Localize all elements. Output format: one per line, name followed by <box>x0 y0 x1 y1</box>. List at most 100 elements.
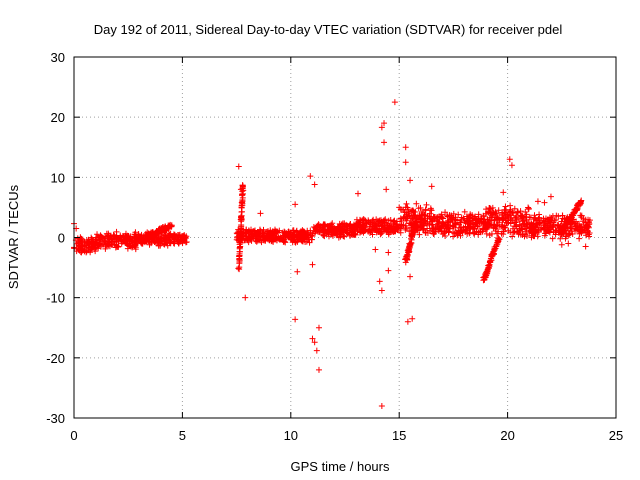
data-point <box>117 234 124 241</box>
data-point <box>493 222 500 229</box>
data-point <box>576 230 583 237</box>
data-point <box>164 242 171 249</box>
data-point <box>463 226 470 233</box>
data-point <box>132 242 139 249</box>
data-point <box>347 232 354 239</box>
data-point <box>454 230 461 237</box>
data-point <box>121 233 128 240</box>
data-point <box>542 230 549 237</box>
data-point <box>393 220 400 227</box>
data-point <box>81 247 88 254</box>
data-point <box>235 265 242 272</box>
data-point <box>483 224 490 231</box>
data-point <box>323 228 330 235</box>
data-point <box>550 221 557 228</box>
x-axis-label: GPS time / hours <box>291 459 390 474</box>
data-point <box>582 219 589 226</box>
data-point <box>87 249 94 256</box>
data-point <box>495 228 502 235</box>
data-point <box>312 225 319 232</box>
data-point <box>336 225 343 232</box>
data-point <box>519 213 526 220</box>
outlier-point <box>407 177 414 184</box>
data-point <box>577 198 584 205</box>
data-point <box>413 215 420 222</box>
data-point <box>286 231 293 238</box>
data-point <box>439 215 446 222</box>
outlier-point <box>565 240 572 247</box>
data-point <box>243 230 250 237</box>
data-point <box>269 238 276 245</box>
data-point <box>514 208 521 215</box>
data-point <box>585 216 592 223</box>
data-point <box>509 225 516 232</box>
data-point <box>516 222 523 229</box>
data-point <box>527 214 534 221</box>
data-point <box>500 216 507 223</box>
data-point <box>110 231 117 238</box>
data-point <box>388 225 395 232</box>
data-point <box>257 237 264 244</box>
data-point <box>536 220 543 227</box>
data-point <box>574 205 581 212</box>
data-point <box>566 230 573 237</box>
outlier-point <box>500 189 507 196</box>
data-point <box>519 226 526 233</box>
data-point <box>112 236 119 243</box>
outlier-point <box>372 246 379 253</box>
data-point <box>124 232 131 239</box>
data-point <box>413 200 420 207</box>
data-point <box>438 211 445 218</box>
data-point <box>531 230 538 237</box>
data-point <box>430 213 437 220</box>
data-point <box>331 226 338 233</box>
data-point <box>242 229 249 236</box>
data-point <box>383 227 390 234</box>
data-point <box>532 217 539 224</box>
data-point <box>578 212 585 219</box>
data-point <box>502 203 509 210</box>
data-point <box>280 236 287 243</box>
outlier-point <box>315 324 322 331</box>
data-point <box>308 236 315 243</box>
data-point <box>492 209 499 216</box>
outlier-point <box>292 201 299 208</box>
data-point <box>507 202 514 209</box>
data-point <box>261 236 268 243</box>
data-point <box>293 227 300 234</box>
x-tick-label: 10 <box>284 428 298 443</box>
y-tick-label: -30 <box>46 411 65 426</box>
data-point <box>438 223 445 230</box>
outlier-point <box>391 99 398 106</box>
outlier-point <box>307 173 314 180</box>
data-point <box>485 262 492 269</box>
data-point <box>546 214 553 221</box>
data-point <box>168 222 175 229</box>
outlier-point <box>376 278 383 285</box>
data-point <box>77 236 84 243</box>
data-point <box>509 209 516 216</box>
data-point <box>271 226 278 233</box>
outlier-point <box>294 268 301 275</box>
data-point <box>104 241 111 248</box>
outlier-point <box>508 162 515 169</box>
outlier-point <box>311 339 318 346</box>
data-point <box>458 214 465 221</box>
data-point <box>488 217 495 224</box>
outlier-point <box>355 190 362 197</box>
y-tick-label: 0 <box>58 231 65 246</box>
data-point <box>433 223 440 230</box>
data-point <box>352 221 359 228</box>
data-point <box>238 223 245 230</box>
data-point <box>537 219 544 226</box>
data-point <box>306 239 313 246</box>
data-point <box>348 229 355 236</box>
data-point <box>475 222 482 229</box>
data-point <box>132 231 139 238</box>
data-point <box>390 220 397 227</box>
data-point <box>490 221 497 228</box>
data-point <box>391 217 398 224</box>
data-point <box>383 220 390 227</box>
data-point <box>521 217 528 224</box>
data-point <box>309 230 316 237</box>
